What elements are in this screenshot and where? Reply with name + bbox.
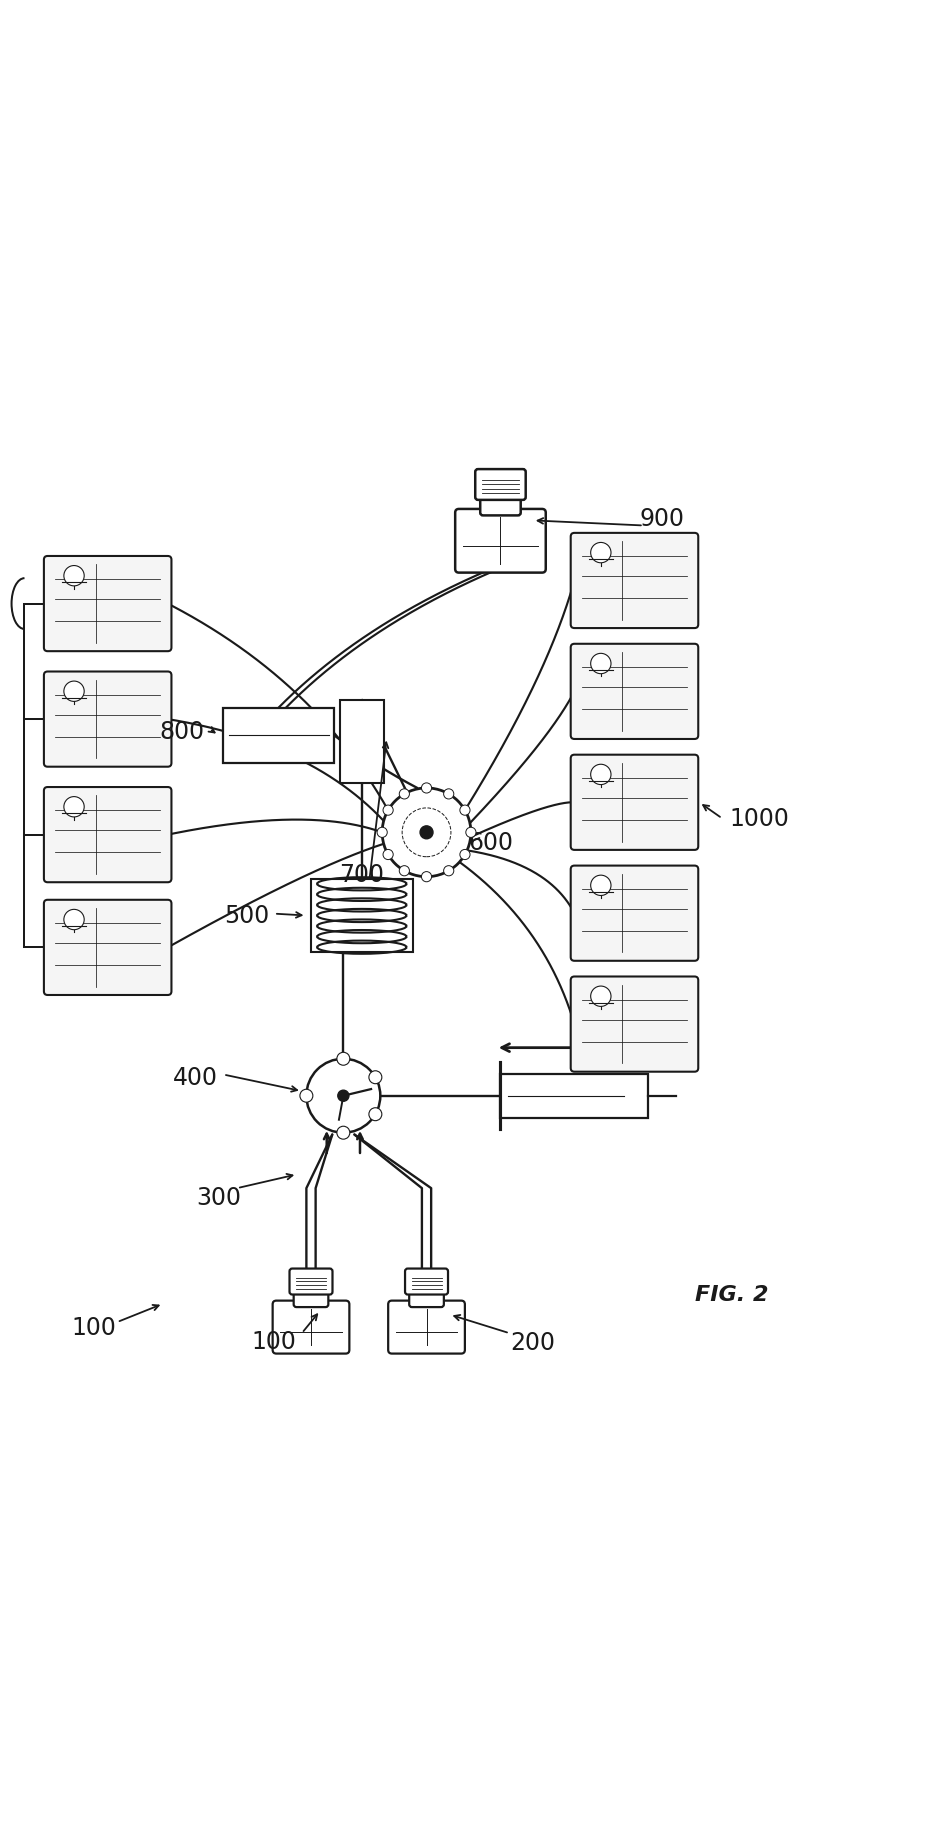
Circle shape bbox=[400, 790, 410, 799]
Text: 700: 700 bbox=[339, 863, 385, 887]
Text: 400: 400 bbox=[173, 1066, 218, 1090]
Circle shape bbox=[590, 654, 611, 674]
Circle shape bbox=[590, 876, 611, 896]
Text: 500: 500 bbox=[223, 903, 269, 929]
FancyBboxPatch shape bbox=[571, 867, 698, 962]
FancyBboxPatch shape bbox=[44, 900, 171, 995]
Circle shape bbox=[465, 828, 476, 837]
FancyBboxPatch shape bbox=[405, 1270, 448, 1295]
FancyBboxPatch shape bbox=[571, 645, 698, 740]
FancyBboxPatch shape bbox=[339, 702, 384, 784]
Circle shape bbox=[590, 764, 611, 786]
Circle shape bbox=[422, 784, 432, 793]
Circle shape bbox=[422, 872, 432, 883]
Circle shape bbox=[369, 1108, 382, 1121]
Circle shape bbox=[64, 566, 84, 586]
FancyBboxPatch shape bbox=[476, 469, 526, 500]
Circle shape bbox=[590, 542, 611, 564]
FancyBboxPatch shape bbox=[44, 557, 171, 652]
Text: 900: 900 bbox=[640, 507, 685, 531]
FancyBboxPatch shape bbox=[455, 509, 546, 573]
Circle shape bbox=[337, 1053, 349, 1066]
FancyBboxPatch shape bbox=[223, 709, 334, 764]
FancyBboxPatch shape bbox=[501, 1074, 648, 1118]
Circle shape bbox=[420, 826, 433, 839]
Text: 600: 600 bbox=[469, 830, 514, 854]
FancyBboxPatch shape bbox=[571, 533, 698, 628]
Text: 1000: 1000 bbox=[730, 808, 789, 832]
Circle shape bbox=[337, 1090, 349, 1101]
Circle shape bbox=[377, 828, 387, 837]
Circle shape bbox=[337, 1127, 349, 1140]
FancyBboxPatch shape bbox=[409, 1290, 444, 1308]
Circle shape bbox=[300, 1090, 312, 1103]
FancyBboxPatch shape bbox=[571, 976, 698, 1072]
Circle shape bbox=[460, 806, 470, 815]
Circle shape bbox=[444, 867, 454, 876]
FancyBboxPatch shape bbox=[44, 788, 171, 883]
Circle shape bbox=[307, 1059, 380, 1132]
Circle shape bbox=[382, 788, 471, 878]
FancyBboxPatch shape bbox=[311, 879, 413, 953]
Circle shape bbox=[444, 790, 454, 799]
Circle shape bbox=[383, 806, 393, 815]
Circle shape bbox=[369, 1072, 382, 1085]
Circle shape bbox=[64, 797, 84, 817]
Circle shape bbox=[383, 850, 393, 859]
Text: FIG. 2: FIG. 2 bbox=[694, 1284, 768, 1304]
Text: 100: 100 bbox=[71, 1315, 116, 1339]
Text: 800: 800 bbox=[159, 720, 204, 744]
Circle shape bbox=[64, 911, 84, 931]
FancyBboxPatch shape bbox=[480, 495, 521, 517]
Circle shape bbox=[590, 986, 611, 1008]
FancyBboxPatch shape bbox=[571, 755, 698, 850]
FancyBboxPatch shape bbox=[289, 1270, 333, 1295]
Text: 300: 300 bbox=[197, 1185, 241, 1209]
FancyBboxPatch shape bbox=[388, 1301, 464, 1354]
FancyBboxPatch shape bbox=[294, 1290, 328, 1308]
FancyBboxPatch shape bbox=[44, 672, 171, 768]
Text: 100: 100 bbox=[251, 1328, 297, 1352]
Text: 200: 200 bbox=[511, 1330, 555, 1354]
FancyBboxPatch shape bbox=[273, 1301, 349, 1354]
Circle shape bbox=[64, 682, 84, 702]
Circle shape bbox=[460, 850, 470, 859]
Circle shape bbox=[400, 867, 410, 876]
